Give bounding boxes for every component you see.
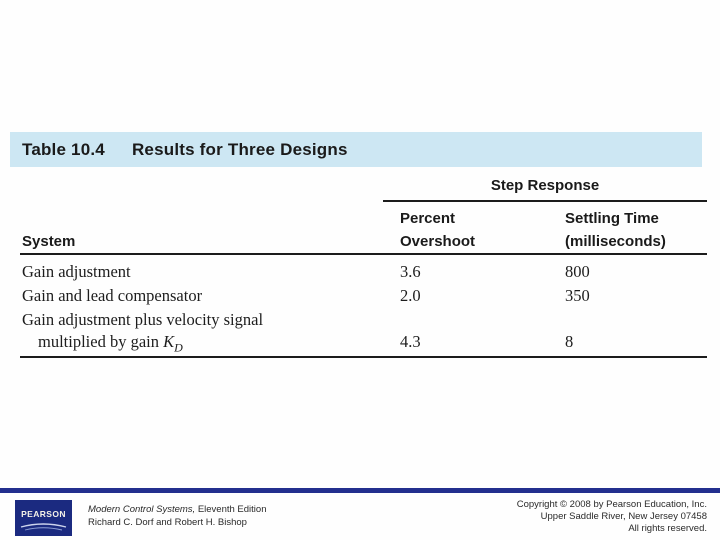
- table-row-2-settling-time: 350: [565, 286, 590, 305]
- gain-kd-symbol: KD: [163, 332, 183, 355]
- pearson-logo-text: PEARSON: [21, 509, 66, 519]
- book-info: Modern Control Systems, Eleventh Edition…: [88, 503, 266, 529]
- table-row-1-percent-overshoot: 3.6: [400, 262, 421, 281]
- table-row-3-settling-time: 8: [565, 332, 574, 351]
- percent-header-line1: Percent: [400, 210, 456, 227]
- book-edition: Eleventh Edition: [195, 504, 267, 515]
- bottom-rule: [20, 356, 707, 358]
- table-title-bar: Table 10.4 Results for Three Designs: [10, 132, 702, 167]
- table-row-3-system-line2: multiplied by gain KD: [38, 332, 183, 355]
- table-number-label: Table 10.4: [22, 139, 105, 159]
- table-row-2-percent-overshoot: 2.0: [400, 286, 421, 305]
- table-row-3-system-line1: Gain adjustment plus velocity signal: [22, 310, 264, 329]
- table-title-text: Results for Three Designs: [131, 139, 348, 159]
- table-row-1-settling-time: 800: [565, 262, 590, 281]
- footer-divider-bar: [0, 488, 720, 493]
- column-header-percent-overshoot: Percent Overshoot: [400, 207, 475, 253]
- book-authors: Richard C. Dorf and Robert H. Bishop: [88, 517, 247, 528]
- column-header-settling-time: Settling Time (milliseconds): [565, 207, 666, 253]
- copyright-block: Copyright © 2008 by Pearson Education, I…: [517, 499, 707, 535]
- pearson-swoosh-icon: [20, 523, 67, 531]
- header-rule: [20, 253, 707, 255]
- settling-header-line1: Settling Time: [565, 210, 659, 227]
- copyright-line-1: Copyright © 2008 by Pearson Education, I…: [516, 499, 707, 510]
- table-row-1-system: Gain adjustment: [22, 262, 131, 281]
- table-row-3-percent-overshoot: 4.3: [400, 332, 421, 351]
- table-row-2-system: Gain and lead compensator: [22, 286, 203, 305]
- copyright-line-2: Upper Saddle River, New Jersey 07458: [540, 511, 707, 522]
- step-response-underline: [383, 200, 707, 202]
- pearson-logo: PEARSON: [15, 500, 72, 536]
- percent-header-line2: Overshoot: [400, 233, 476, 250]
- step-response-group-header: Step Response: [490, 177, 600, 194]
- book-title-line: Modern Control Systems, Eleventh Edition: [88, 503, 266, 516]
- settling-header-line2: (milliseconds): [565, 233, 666, 250]
- copyright-line-3: All rights reserved.: [628, 523, 707, 534]
- book-title: Modern Control Systems,: [88, 504, 196, 515]
- row3-line2-text: multiplied by gain: [38, 332, 164, 351]
- column-header-system: System: [22, 233, 76, 250]
